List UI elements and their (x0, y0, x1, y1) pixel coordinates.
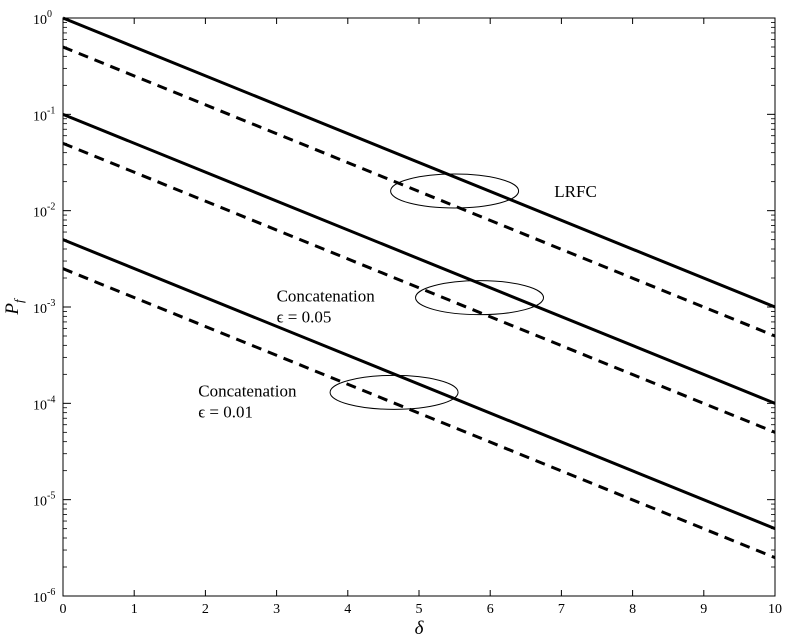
y-tick-exponent: -6 (47, 587, 55, 598)
annotation-label: LRFC (554, 182, 597, 201)
y-tick-exponent: -2 (47, 202, 55, 213)
y-tick-exponent: 0 (47, 9, 52, 20)
series-line-2-dashed (62, 45, 776, 338)
x-tick-label: 0 (60, 602, 67, 617)
x-tick-label: 10 (768, 602, 782, 617)
series-line-1-solid (62, 16, 776, 309)
annotation-label: ϵ = 0.01 (198, 402, 253, 421)
y-tick-exponent: -5 (47, 491, 55, 502)
y-tick-label: 10-2 (33, 202, 55, 221)
x-tick-label: 9 (700, 602, 707, 617)
y-tick-exponent: -3 (47, 298, 55, 309)
x-axis-ticks: 0 1 2 3 4 5 6 7 8 9 10 (60, 18, 782, 617)
y-tick-label: 10-6 (33, 587, 55, 606)
y-axis-label-subscript: f (11, 297, 26, 303)
x-tick-label: 4 (344, 602, 351, 617)
y-tick-base: 10 (33, 302, 47, 317)
y-tick-base: 10 (33, 206, 47, 221)
y-tick-label: 10-3 (33, 298, 55, 317)
y-tick-base: 10 (33, 398, 47, 413)
annotation-ellipse (329, 374, 459, 410)
annotation-label: Concatenation (277, 287, 376, 306)
x-tick-label: 3 (273, 602, 280, 617)
x-axis-label: δ (415, 618, 425, 639)
series-line-6-dashed (62, 267, 776, 560)
annotation-label: ϵ = 0.05 (277, 308, 332, 327)
y-tick-base: 10 (33, 495, 47, 510)
y-tick-label: 10-1 (33, 105, 55, 124)
y-tick-exponent: -1 (47, 105, 55, 116)
x-tick-label: 2 (202, 602, 209, 617)
x-tick-label: 5 (416, 602, 423, 617)
plot-area (62, 17, 776, 597)
y-tick-label: 100 (33, 9, 52, 28)
y-tick-exponent: -4 (47, 394, 55, 405)
series-line-5-solid (62, 238, 776, 531)
y-tick-label: 10-5 (33, 491, 55, 510)
annotation-ellipse (390, 173, 520, 209)
y-tick-base: 10 (33, 13, 47, 28)
x-tick-label: 6 (487, 602, 494, 617)
y-tick-base: 10 (33, 109, 47, 124)
y-axis-label: Pf (2, 297, 26, 316)
series-line-4-dashed (62, 141, 776, 434)
x-tick-label: 7 (558, 602, 565, 617)
x-tick-label: 8 (629, 602, 636, 617)
annotation-label: Concatenation (198, 381, 297, 400)
y-tick-label: 10-4 (33, 394, 55, 413)
y-axis-label-main: P (2, 303, 23, 316)
annotation-ellipse (415, 280, 545, 316)
series-layer (62, 16, 776, 560)
x-tick-label: 1 (131, 602, 138, 617)
series-line-3-solid (62, 112, 776, 405)
y-tick-base: 10 (33, 591, 47, 606)
annotations: LRFC Concatenation ϵ = 0.05 Concatenation ϵ … (198, 173, 597, 421)
